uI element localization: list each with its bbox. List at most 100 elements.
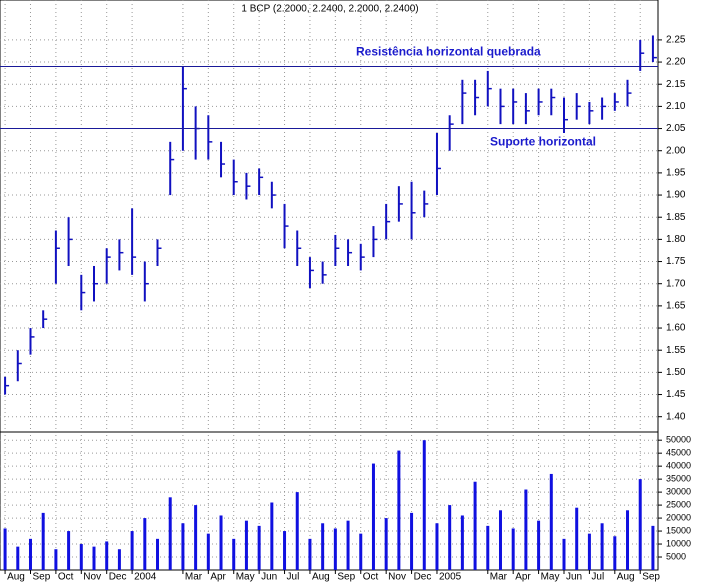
y-tick-label: 1.40 [666,411,686,422]
x-tick-label: 2004 [134,572,157,582]
x-tick-label: Aug [7,572,25,582]
y-tick-label: 25000 [666,499,691,509]
volume-bar [143,518,147,570]
volume-bar [244,520,248,570]
x-tick-label: 2005 [439,572,462,582]
x-tick-label: Apr [210,572,226,582]
volume-bar [562,538,566,570]
volume-bar [257,525,261,570]
volume-bar [105,541,109,570]
volume-bar [410,512,414,570]
x-tick-label: Sep [337,572,355,582]
chart-title: 1 BCP (2.2000, 2.2400, 2.2000, 2.2400) [241,4,418,15]
y-tick-label: 45000 [666,448,691,458]
y-tick-label: 30000 [666,486,691,496]
y-tick-label: 1.85 [666,212,686,223]
x-tick-label: Aug [617,572,635,582]
volume-bar [422,440,426,570]
volume-bar [206,533,210,570]
y-tick-label: 1.75 [666,256,686,267]
volume-bar [473,481,477,570]
y-tick-label: 2.15 [666,79,686,90]
x-tick-label: Mar [490,572,508,582]
y-tick-label: 10000 [666,538,691,548]
x-tick-label: May [236,572,255,582]
volume-bar [181,523,185,570]
x-tick-label: May [541,572,560,582]
volume-bar [16,546,20,570]
y-tick-label: 50000 [666,435,691,445]
volume-bar [384,518,388,570]
y-tick-label: 2.10 [666,101,686,112]
x-tick-label: Dec [109,572,127,582]
volume-bar [54,549,58,570]
y-tick-label: 2.00 [666,145,686,156]
volume-bar [28,538,32,570]
y-tick-label: 15000 [666,525,691,535]
x-tick-label: Dec [414,572,432,582]
volume-bar [156,538,160,570]
volume-bar [575,507,579,570]
x-tick-label: Jun [261,572,277,582]
volume-bar [613,536,617,570]
volume-bar [537,520,541,570]
annotation: Suporte horizontal [490,135,596,149]
volume-bar [626,510,630,570]
y-tick-label: 1.55 [666,345,686,356]
volume-bar [130,531,134,570]
volume-bar [79,544,83,570]
x-tick-label: Jun [566,572,582,582]
y-tick-label: 1.95 [666,168,686,179]
annotation: Resistência horizontal quebrada [356,45,541,59]
volume-bar [232,538,236,570]
y-tick-label: 2.20 [666,57,686,68]
x-tick-label: Jul [591,572,604,582]
volume-bar [524,489,528,570]
x-tick-label: Oct [363,572,379,582]
x-tick-label: Sep [642,572,660,582]
volume-bar [651,525,655,570]
volume-bar [460,515,464,570]
y-tick-label: 20000 [666,512,691,522]
volume-bar [283,531,287,570]
y-tick-label: 2.05 [666,123,686,134]
volume-bar [435,523,439,570]
volume-bar [92,546,96,570]
x-tick-label: Apr [515,572,531,582]
volume-bar [498,510,502,570]
volume-bar [587,533,591,570]
volume-bar [511,528,515,570]
y-tick-label: 1.65 [666,301,686,312]
y-tick-label: 5000 [666,551,686,561]
volume-bar [397,450,401,570]
volume-bar [41,512,45,570]
volume-bar [270,502,274,570]
volume-bar [117,549,121,570]
x-tick-label: Oct [58,572,74,582]
volume-bar [194,505,198,570]
volume-bar [638,479,642,570]
volume-bar [371,463,375,570]
y-tick-label: 35000 [666,474,691,484]
y-tick-label: 1.70 [666,278,686,289]
x-tick-label: Sep [32,572,50,582]
y-tick-label: 40000 [666,461,691,471]
y-tick-label: 1.60 [666,323,686,334]
volume-bar [308,538,312,570]
volume-bar [295,492,299,570]
y-tick-label: 1.80 [666,234,686,245]
volume-bar [321,523,325,570]
volume-bar [346,520,350,570]
x-tick-label: Mar [185,572,203,582]
y-tick-label: 1.45 [666,389,686,400]
volume-bar [168,497,172,570]
x-tick-label: Nov [388,572,406,582]
volume-bar [359,533,363,570]
x-tick-label: Nov [83,572,101,582]
x-tick-label: Jul [287,572,300,582]
volume-bar [333,528,337,570]
volume-bar [3,528,7,570]
y-tick-label: 2.25 [666,35,686,46]
volume-bar [549,473,553,570]
